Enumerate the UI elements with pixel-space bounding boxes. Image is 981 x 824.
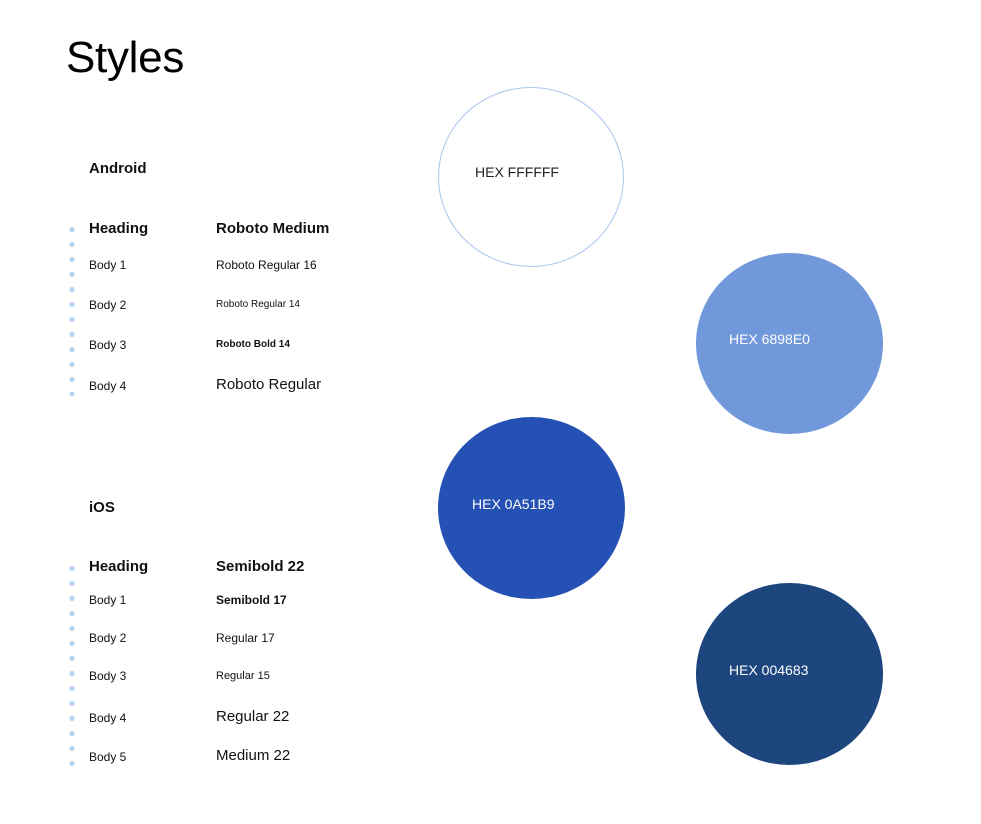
section-label-ios: iOS [89, 499, 115, 516]
section-label-android: Android [89, 160, 147, 177]
color-swatch-blue [438, 417, 625, 599]
ios-row-body4-value: Regular 22 [216, 708, 290, 725]
android-row-heading-value: Roboto Medium [216, 220, 330, 237]
ios-row-body5-value: Medium 22 [216, 747, 291, 764]
android-row-body1-value: Roboto Regular 16 [216, 258, 317, 272]
ios-row-body1-value: Semibold 17 [216, 593, 287, 607]
android-row-heading-name: Heading [89, 220, 149, 237]
page-title: Styles [66, 33, 185, 82]
ios-row-body3-value: Regular 15 [216, 670, 270, 682]
ios-row-body1-name: Body 1 [89, 593, 127, 607]
ios-row-body2-value: Regular 17 [216, 631, 275, 645]
color-swatch-blue-label: HEX 0A51B9 [472, 496, 555, 512]
android-row-body4-name: Body 4 [89, 379, 127, 393]
ios-row-heading-name: Heading [89, 558, 149, 575]
color-swatch-dark-blue-label: HEX 004683 [729, 662, 809, 678]
color-swatch-light-blue [696, 253, 883, 434]
color-swatch-white-label: HEX FFFFFF [475, 164, 559, 180]
ios-row-body3-name: Body 3 [89, 669, 127, 683]
android-dot-rail [69, 222, 75, 396]
color-swatch-dark-blue [696, 583, 883, 765]
color-swatch-white [438, 87, 624, 267]
android-row-body3-value: Roboto Bold 14 [216, 339, 290, 350]
android-row-body1-name: Body 1 [89, 258, 127, 272]
android-row-body2-value: Roboto Regular 14 [216, 299, 300, 310]
ios-row-body4-name: Body 4 [89, 711, 127, 725]
color-swatch-light-blue-label: HEX 6898E0 [729, 331, 810, 347]
android-row-body4-value: Roboto Regular [216, 376, 322, 393]
android-row-body2-name: Body 2 [89, 298, 127, 312]
android-row-body3-name: Body 3 [89, 338, 127, 352]
ios-row-body2-name: Body 2 [89, 631, 127, 645]
ios-row-heading-value: Semibold 22 [216, 558, 305, 575]
ios-row-body5-name: Body 5 [89, 750, 127, 764]
ios-dot-rail [69, 561, 75, 767]
